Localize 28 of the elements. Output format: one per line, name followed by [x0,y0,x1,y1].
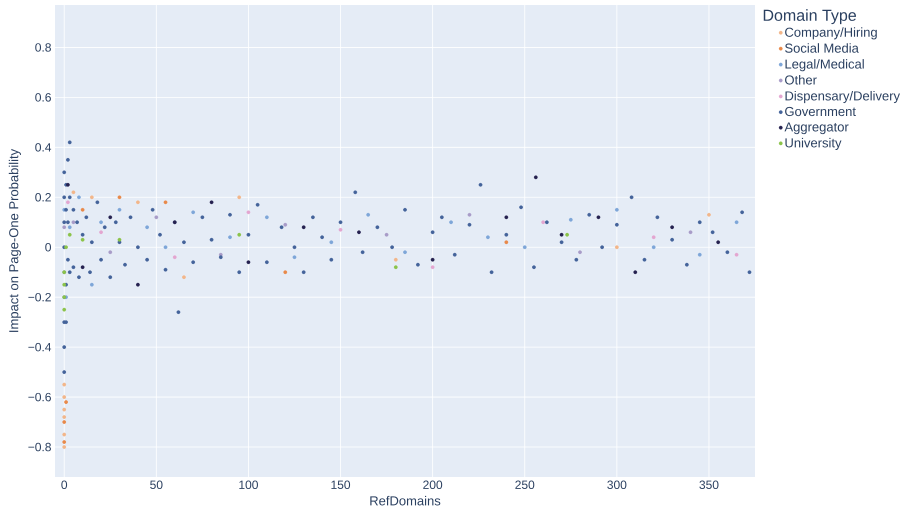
legend-label: Social Media [785,43,859,53]
x-tick-label: 150 [331,480,350,490]
y-tick-label: −0.2 [28,292,51,302]
legend-title: Domain Type [764,9,856,24]
y-axis-title: Impact on Page-One Probability [8,148,21,332]
legend-label: Other [785,75,817,85]
legend-label: Company/Hiring [785,27,877,40]
x-tick-label: 250 [515,480,534,490]
x-tick-label: 100 [239,480,258,490]
legend-label: Legal/Medical [786,59,864,72]
y-tick-label: −0.4 [28,342,52,352]
y-tick-label: 0.2 [35,193,51,202]
y-tick-label: 0 [45,242,52,252]
y-tick-label: −0.6 [28,392,51,402]
legend-label: University [785,138,842,150]
legend-label: Aggregator [784,122,849,134]
y-tick-label: 0.6 [35,93,51,102]
x-axis-title: RefDomains [370,496,440,506]
x-tick-label: 300 [607,480,626,490]
y-tick-label: −0.8 [28,442,51,452]
y-tick-label: 0.4 [35,143,52,152]
y-tick-label: 0.8 [35,43,51,52]
legend-label: Dispensary/Delivery [786,90,900,104]
x-tick-label: 0 [61,480,68,490]
x-tick-label: 350 [699,480,718,490]
legend-label: Government [785,106,856,116]
x-tick-label: 200 [423,480,442,490]
x-tick-label: 50 [150,480,163,490]
